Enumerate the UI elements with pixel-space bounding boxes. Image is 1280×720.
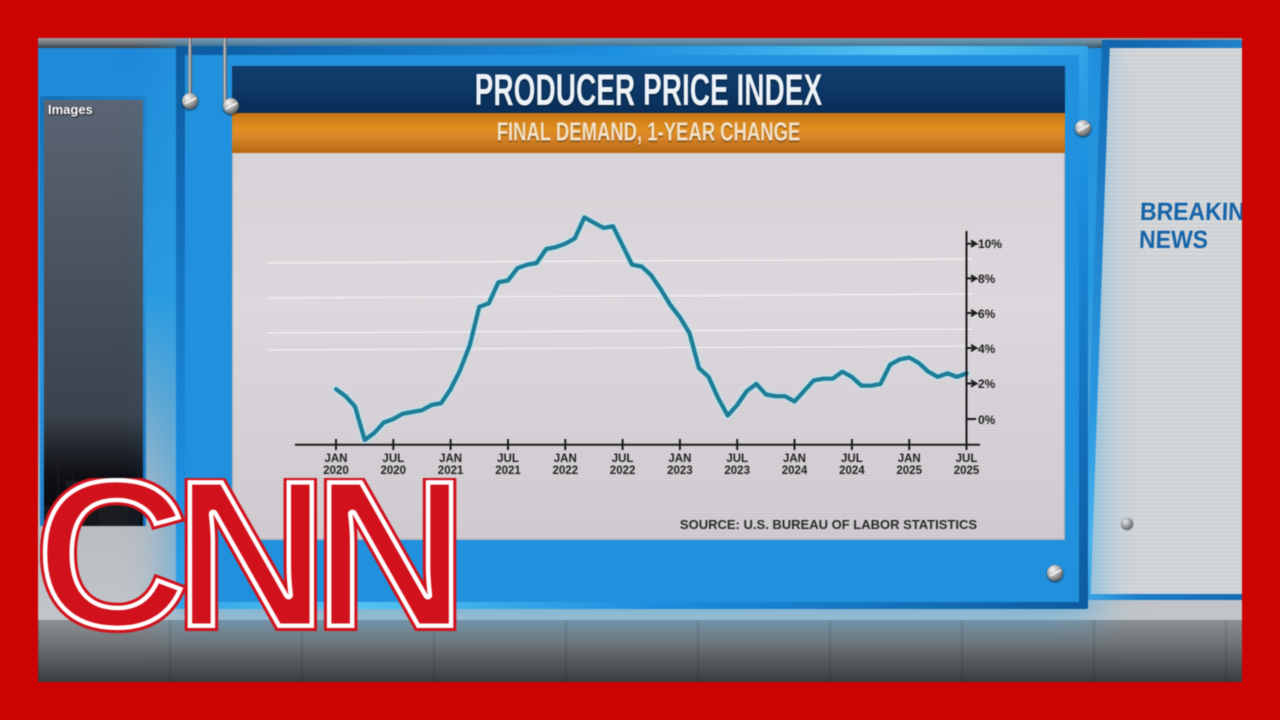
svg-text:2024: 2024	[839, 465, 865, 477]
svg-text:2021: 2021	[495, 465, 521, 477]
svg-text:2023: 2023	[724, 465, 750, 477]
svg-text:JAN: JAN	[783, 453, 806, 465]
svg-text:JUL: JUL	[726, 453, 748, 465]
svg-text:JUL: JUL	[612, 453, 634, 465]
svg-text:JAN: JAN	[324, 453, 347, 465]
svg-text:2024: 2024	[782, 465, 808, 477]
svg-text:4%: 4%	[978, 342, 996, 356]
svg-text:JUL: JUL	[956, 453, 978, 465]
svg-text:2021: 2021	[438, 465, 464, 477]
svg-text:2025: 2025	[896, 465, 922, 477]
svg-text:SOURCE: U.S. BUREAU OF LABOR S: SOURCE: U.S. BUREAU OF LABOR STATISTICS	[680, 517, 977, 532]
svg-text:CNN: CNN	[40, 478, 454, 658]
svg-text:JAN: JAN	[668, 453, 691, 465]
svg-text:JAN: JAN	[439, 453, 462, 465]
svg-text:JAN: JAN	[898, 453, 921, 465]
svg-text:2022: 2022	[553, 465, 579, 477]
svg-text:JAN: JAN	[554, 453, 577, 465]
svg-text:2020: 2020	[323, 465, 349, 477]
svg-text:10%: 10%	[978, 237, 1002, 251]
svg-text:0%: 0%	[978, 413, 996, 427]
svg-text:2023: 2023	[667, 465, 693, 477]
svg-text:JUL: JUL	[382, 453, 404, 465]
svg-text:JUL: JUL	[497, 453, 519, 465]
svg-text:2020: 2020	[381, 465, 407, 477]
svg-text:2%: 2%	[978, 377, 996, 391]
svg-text:8%: 8%	[978, 272, 996, 286]
svg-text:6%: 6%	[978, 307, 996, 321]
svg-text:2022: 2022	[610, 465, 636, 477]
svg-text:2025: 2025	[954, 465, 980, 477]
svg-text:JUL: JUL	[841, 453, 863, 465]
